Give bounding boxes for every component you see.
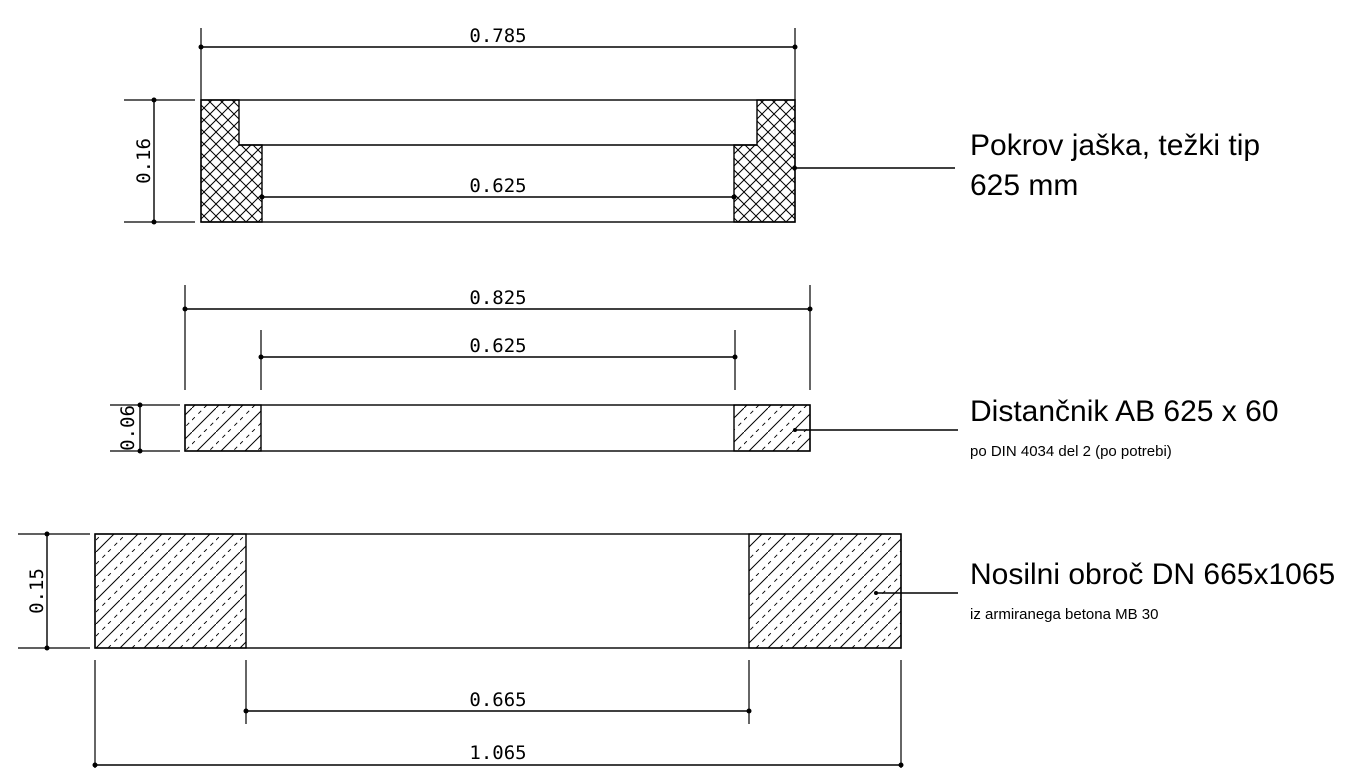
- cover-outer-width-dimension: 0.785: [198, 25, 798, 100]
- ring-outer-width-dimension: 1.065: [92, 660, 904, 768]
- cover-height-dimension: 0.16: [124, 97, 195, 225]
- spacer-title: Distančnik AB 625 x 60: [970, 395, 1279, 428]
- spacer-body: [184, 404, 811, 452]
- spacer-inner-width-label: 0.625: [469, 335, 526, 357]
- spacer-outer-width-dimension: 0.825: [182, 285, 813, 390]
- spacer-outer-width-label: 0.825: [469, 287, 526, 309]
- ring-body: [94, 533, 902, 649]
- ring-inner-width-dimension: 0.665: [243, 660, 752, 724]
- ring-height-dimension: 0.15: [18, 531, 90, 651]
- spacer-section: 0.825 0.625 0.06 Distančnik: [110, 285, 1279, 460]
- ring-inner-width-label: 0.665: [469, 689, 526, 711]
- spacer-subtitle: po DIN 4034 del 2 (po potrebi): [970, 443, 1172, 460]
- cover-body: [200, 99, 796, 223]
- cover-outer-width-label: 0.785: [469, 25, 526, 47]
- spacer-inner-width-dimension: 0.625: [258, 330, 738, 390]
- spacer-height-dimension: 0.06: [110, 402, 180, 454]
- cover-inner-width-label: 0.625: [469, 175, 526, 197]
- ring-subtitle: iz armiranega betona MB 30: [970, 606, 1158, 623]
- cover-height-label: 0.16: [133, 138, 155, 184]
- ring-height-label: 0.15: [26, 568, 48, 614]
- ring-section: 0.15 0.665 1.065 Nosilni obr: [18, 531, 1335, 768]
- spacer-height-label: 0.06: [117, 405, 139, 451]
- cover-subtitle: 625 mm: [970, 169, 1078, 202]
- cover-inner-width-dimension: 0.625: [259, 175, 737, 200]
- ring-outer-width-label: 1.065: [469, 742, 526, 764]
- cover-title: Pokrov jaška, težki tip: [970, 129, 1260, 162]
- cover-section: 0.785 0.16 0.625: [124, 25, 1260, 225]
- ring-title: Nosilni obroč DN 665x1065: [970, 558, 1335, 591]
